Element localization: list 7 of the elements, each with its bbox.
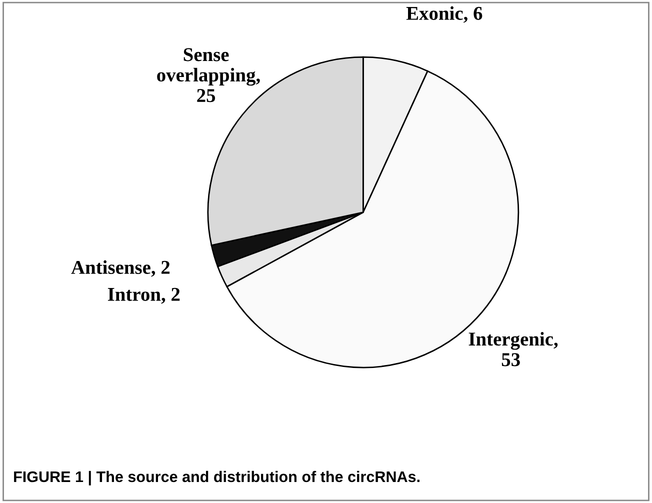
caption: FIGURE 1 | The source and distribution of the circRNAs.: [14, 470, 420, 486]
slice-label: Antisense: [71, 260, 150, 274]
slice-label: Exonic: [406, 6, 463, 20]
data-label: , 6: [464, 6, 482, 23]
data-label: , 2: [161, 288, 180, 304]
slice-label: Intron: [108, 288, 161, 301]
data-label: , 2: [151, 260, 170, 277]
